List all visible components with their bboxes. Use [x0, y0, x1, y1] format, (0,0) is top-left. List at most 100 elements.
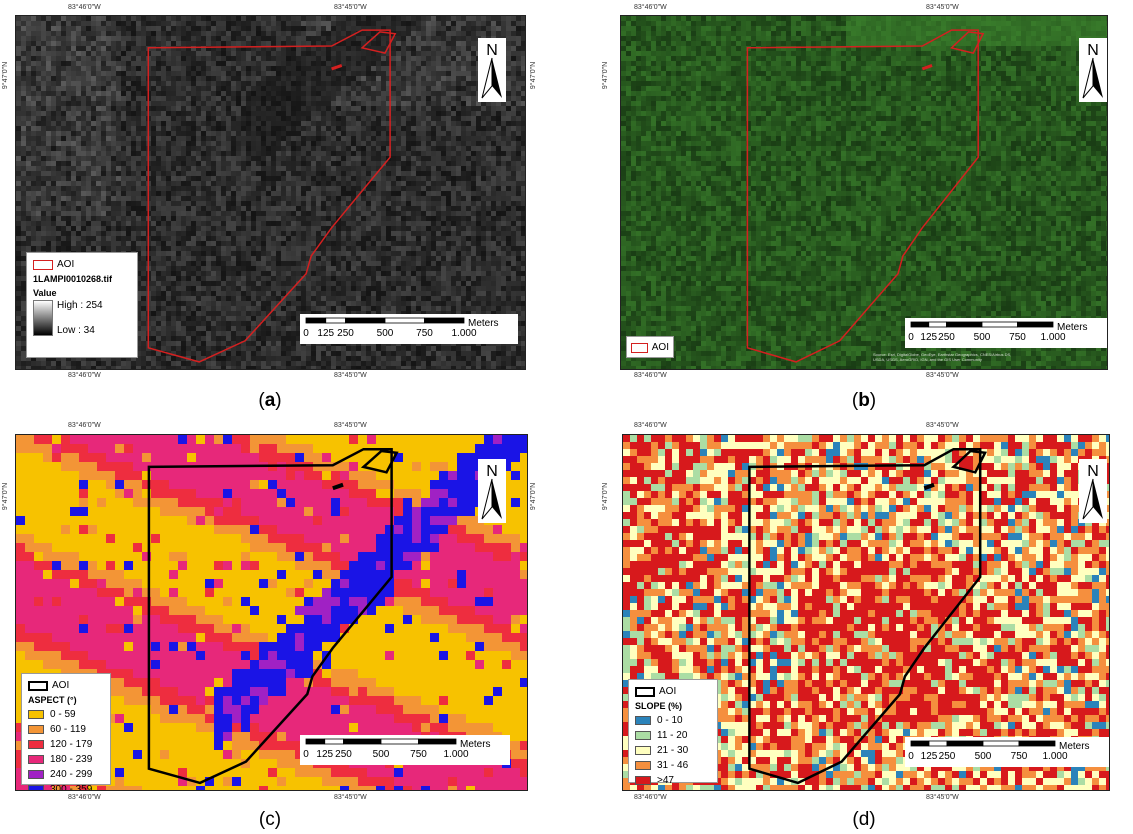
- coord-bottom-right: 83°45'0"W: [926, 794, 959, 801]
- scale-segment: [1017, 321, 1054, 328]
- scale-unit: Meters: [468, 318, 499, 329]
- legend-class-item: 31 - 46: [635, 758, 711, 773]
- scale-bar: 0 125 250 500 750 1.000 Meters: [300, 735, 510, 765]
- north-label: N: [1087, 42, 1099, 59]
- legend-class-label: 180 - 239: [50, 754, 92, 765]
- legend-high: High : 254: [57, 300, 103, 311]
- legend-title: ASPECT (°): [28, 693, 104, 707]
- aoi-boundary: [950, 449, 988, 474]
- scale-segment: [345, 317, 386, 324]
- legend-value-label: Value: [33, 286, 131, 300]
- scale-segment: [324, 738, 344, 745]
- caption-a: (a): [240, 390, 300, 412]
- legend-swatch: [28, 725, 44, 734]
- coord-left: 9°47'0"N: [602, 483, 609, 510]
- coord-right: 9°47'0"N: [530, 483, 537, 510]
- scale-tick-label: 1.000: [1042, 751, 1067, 762]
- legend-class-item: >47: [635, 773, 711, 788]
- scale-segment: [910, 740, 930, 747]
- scale-tick-label: 250: [337, 328, 354, 339]
- scale-tick-label: 250: [938, 332, 955, 343]
- legend: AOI: [626, 336, 674, 358]
- legend-class-item: 0 - 10: [635, 713, 711, 728]
- scale-tick-label: 125: [317, 328, 334, 339]
- legend-class-label: 0 - 10: [657, 715, 683, 726]
- scale-tick-label: 1.000: [1040, 332, 1065, 343]
- legend-swatch: [635, 746, 651, 755]
- legend-class-item: 180 - 239: [28, 752, 104, 767]
- caption-letter: b: [858, 390, 870, 411]
- scale-tick-label: 125: [921, 751, 938, 762]
- legend-aoi-label: AOI: [57, 259, 74, 270]
- north-label: N: [486, 42, 498, 59]
- scale-unit: Meters: [1059, 741, 1090, 752]
- legend-class-label: >47: [657, 775, 674, 786]
- scale-tick-label: 1.000: [451, 328, 476, 339]
- scale-tick-label: 500: [377, 328, 394, 339]
- legend-class-label: 0 - 59: [50, 709, 76, 720]
- coord-right: 9°47'0"N: [530, 62, 537, 89]
- scale-tick-label: 250: [335, 749, 352, 760]
- legend-swatch: [635, 716, 651, 725]
- coord-bottom-right: 83°45'0"W: [334, 794, 367, 801]
- legend-swatch: [28, 770, 44, 779]
- grayscale-ramp: [33, 300, 53, 336]
- legend-swatch: [635, 731, 651, 740]
- legend-class-item: 0 - 59: [28, 707, 104, 722]
- aoi-fragment: [332, 482, 344, 491]
- scale-segment: [380, 738, 419, 745]
- scale-tick-label: 750: [1009, 332, 1026, 343]
- aoi-boundary: [748, 447, 982, 785]
- scale-segment: [946, 740, 984, 747]
- scale-tick-label: 0: [908, 751, 914, 762]
- legend-classes: 0 - 59 60 - 119 120 - 179 180 - 239 240 - 29…: [28, 707, 104, 790]
- scale-segment: [325, 317, 346, 324]
- scale-tick-label: 125: [316, 749, 333, 760]
- scale-segment: [418, 738, 457, 745]
- coord-bottom-left: 83°46'0"W: [634, 794, 667, 801]
- legend-class-label: 11 - 20: [657, 730, 687, 741]
- legend-layer-name: 1LAMPI0010268.tif: [33, 272, 131, 286]
- scale-tick-label: 500: [974, 332, 991, 343]
- coord-top-left: 83°46'0"W: [68, 4, 101, 11]
- coord-top-right: 83°45'0"W: [926, 422, 959, 429]
- map-grayscale: N AOI 1LAMPI0010268.tif Value High : 254…: [15, 15, 526, 370]
- legend-class-label: 240 - 299: [50, 769, 92, 780]
- aoi-swatch: [631, 342, 648, 353]
- panel-a: 83°46'0"W 83°45'0"W 9°47'0"N 9°47'0"N N …: [0, 0, 566, 417]
- legend-class-label: 60 - 119: [50, 724, 86, 735]
- legend-swatch: [635, 761, 651, 770]
- caption-letter: a: [265, 390, 276, 411]
- coord-bottom-right: 83°45'0"W: [334, 372, 367, 379]
- north-arrow: N: [478, 459, 506, 523]
- scale-bar: 0 125 250 500 750 1.000 Meters: [300, 314, 518, 344]
- scale-tick-label: 0: [908, 332, 914, 343]
- scale-segment: [981, 321, 1018, 328]
- scale-tick-label: 750: [416, 328, 433, 339]
- legend-swatch: [28, 785, 44, 790]
- aoi-boundary: [147, 29, 391, 363]
- scale-segment: [982, 740, 1020, 747]
- caption-letter: c: [265, 809, 275, 830]
- legend-low: Low : 34: [57, 325, 103, 336]
- legend-class-item: 300 - 359: [28, 782, 104, 790]
- coord-top-right: 83°45'0"W: [334, 4, 367, 11]
- legend-class-item: 21 - 30: [635, 743, 711, 758]
- legend-class-item: 240 - 299: [28, 767, 104, 782]
- scale-segment: [305, 317, 327, 324]
- legend-class-item: 11 - 20: [635, 728, 711, 743]
- legend: AOI SLOPE (%) 0 - 10 11 - 20 21 - 30 31 - 4…: [628, 679, 718, 786]
- coord-bottom-left: 83°46'0"W: [68, 372, 101, 379]
- caption-c: (c): [240, 809, 300, 831]
- aoi-swatch: [635, 686, 655, 697]
- aoi-boundary: [147, 447, 393, 785]
- scale-bar: 0 125 250 500 750 1.000 Meters: [905, 737, 1109, 767]
- panel-d: 83°46'0"W 83°45'0"W 9°47'0"N 9°47'0"N N …: [566, 417, 1133, 834]
- panel-b: 83°46'0"W 83°45'0"W 9°47'0"N 9°47'0"N N …: [566, 0, 1133, 417]
- legend-aoi-label: AOI: [659, 686, 676, 697]
- legend-aoi-label: AOI: [52, 680, 69, 691]
- legend-title: SLOPE (%): [635, 699, 711, 713]
- aoi-boundary: [746, 29, 979, 363]
- coord-bottom-left: 83°46'0"W: [634, 372, 667, 379]
